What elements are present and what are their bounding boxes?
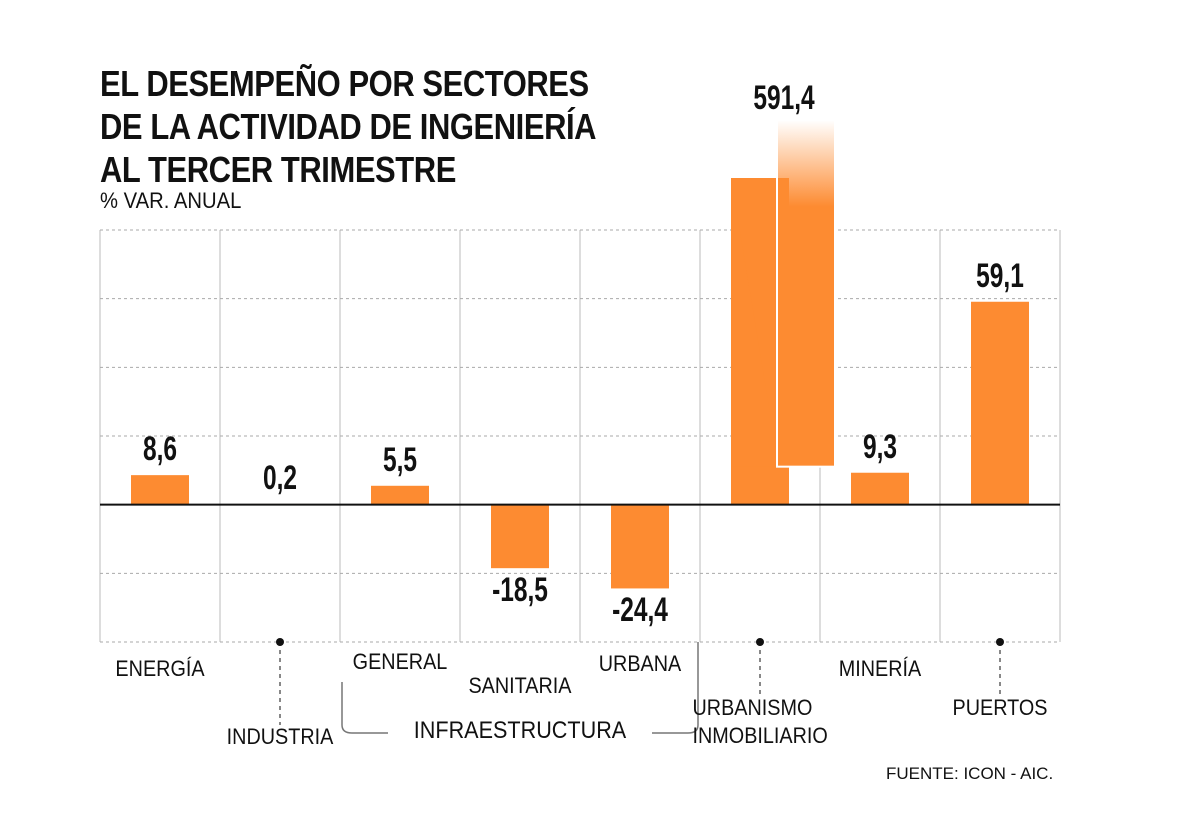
value-label: 59,1: [976, 256, 1024, 295]
bar: [491, 504, 549, 569]
chart-title: AL TERCER TRIMESTRE: [100, 149, 456, 190]
bar: [611, 504, 669, 589]
subtitle: % VAR. ANUAL: [100, 188, 242, 213]
value-label: 591,4: [753, 79, 815, 117]
x-tick-label: INDUSTRIA: [226, 724, 334, 749]
bar: [851, 472, 909, 505]
value-label: 5,5: [382, 440, 418, 479]
value-label: 8,6: [142, 430, 178, 469]
bar: [371, 485, 429, 505]
source: FUENTE: ICON - AIC.: [886, 764, 1054, 783]
chart-title: EL DESEMPEÑO POR SECTORES: [100, 63, 589, 104]
value-label: -18,5: [492, 571, 548, 610]
x-tick-label: URBANISMO INMOBILIARIO: [692, 695, 828, 748]
group-label: INFRAESTRUCTURA: [413, 717, 627, 744]
x-tick-label: MINERÍA: [838, 656, 922, 681]
value-label: -24,4: [612, 591, 668, 630]
x-tick-label: ENERGÍA: [115, 656, 205, 681]
value-label: 0,2: [262, 458, 298, 497]
bar-break-shade: [731, 178, 779, 467]
group-bracket: [341, 642, 699, 734]
bar-upper: [776, 119, 836, 468]
bar: [971, 301, 1029, 505]
chart-title: DE LA ACTIVIDAD DE INGENIERÍA: [100, 106, 597, 147]
x-tick-label: URBANA: [598, 651, 682, 676]
x-tick-label: PUERTOS: [952, 695, 1048, 720]
value-label: 9,3: [862, 427, 898, 466]
bar: [131, 475, 189, 505]
x-tick-label: GENERAL: [352, 649, 448, 674]
x-tick-label: SANITARIA: [468, 673, 572, 698]
